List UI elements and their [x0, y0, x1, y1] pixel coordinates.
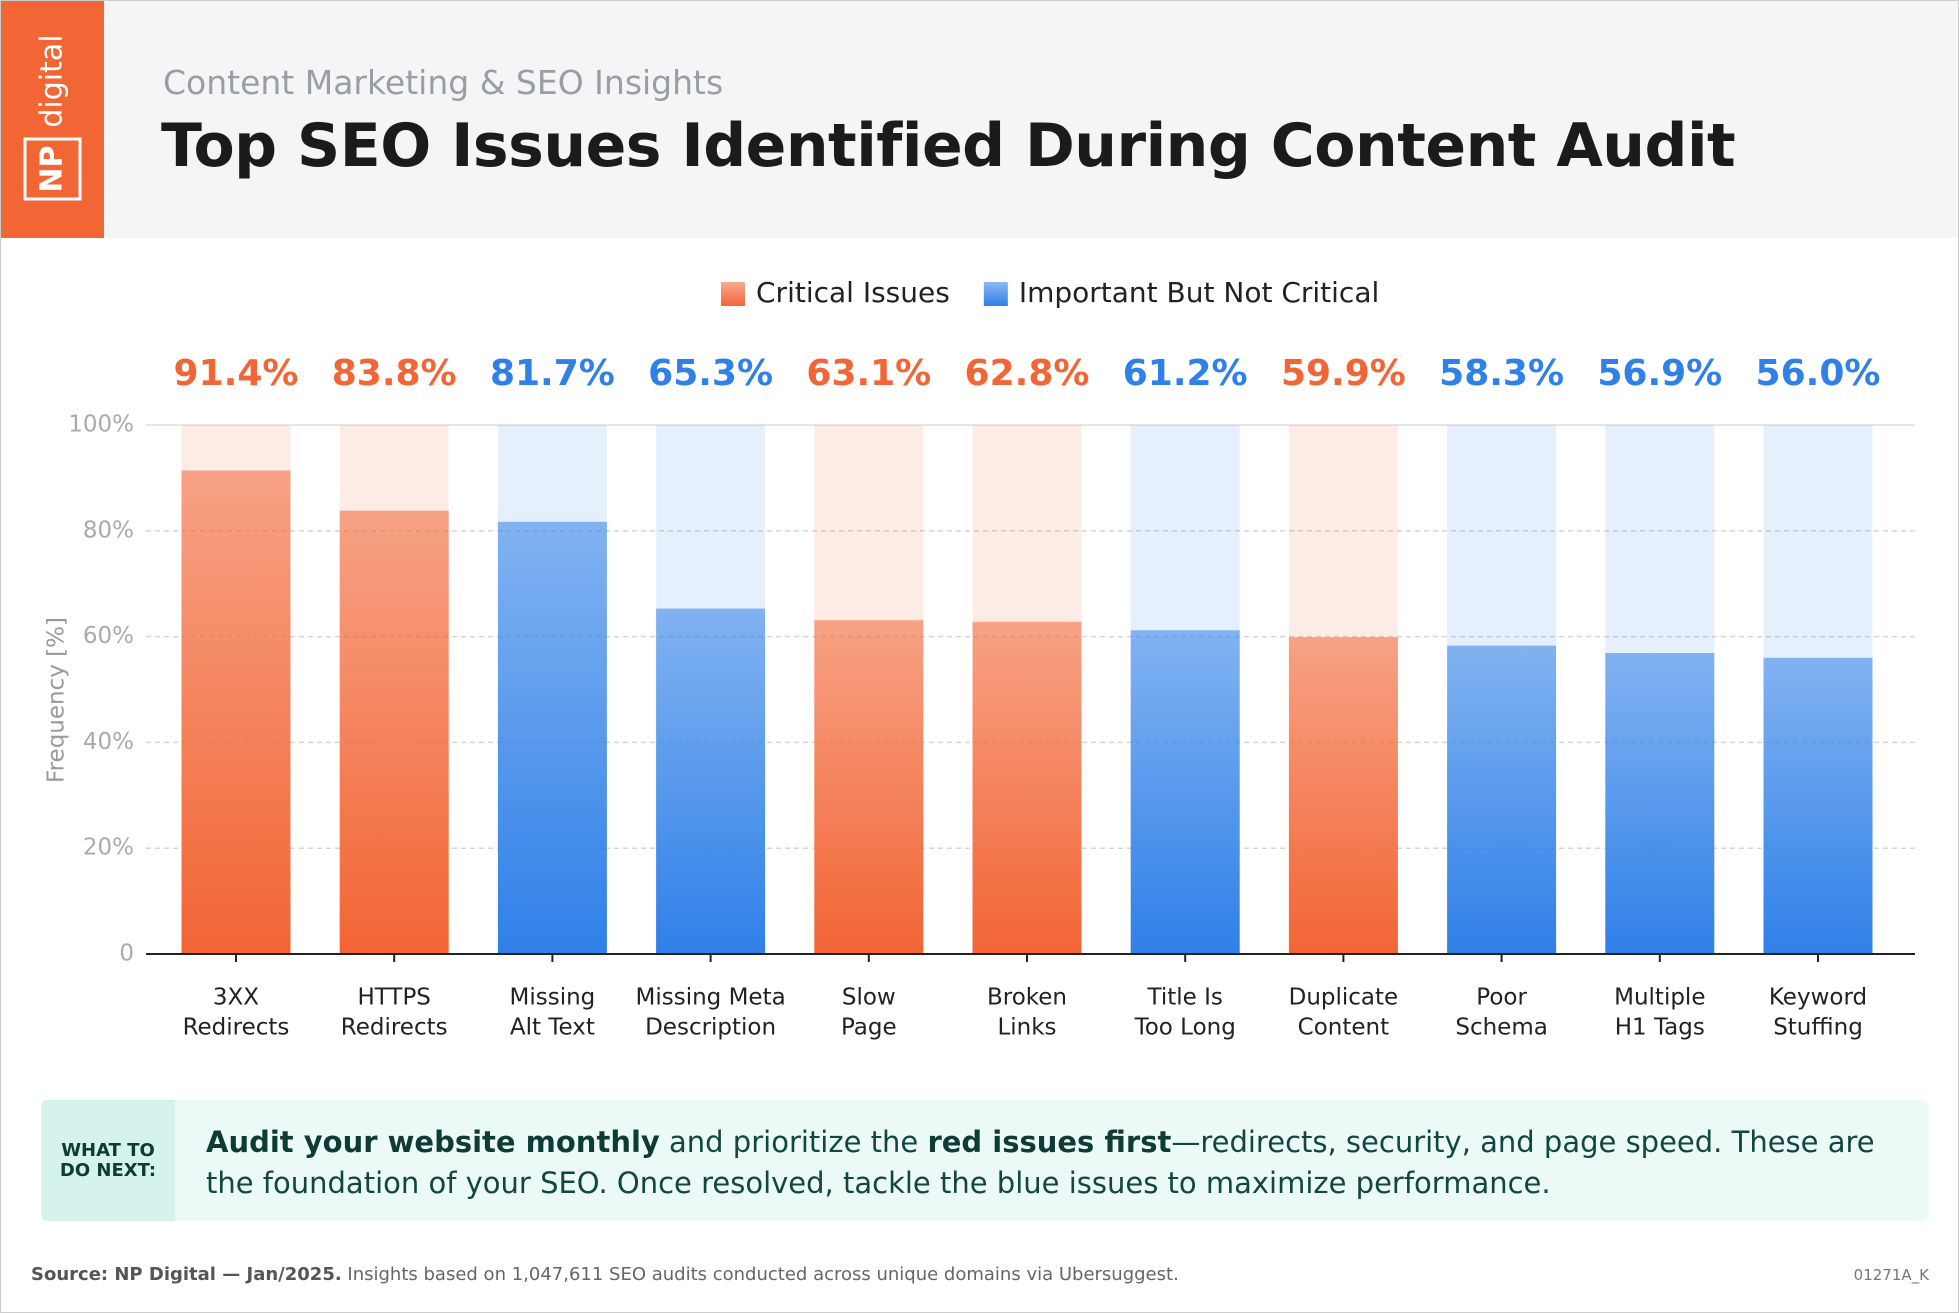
logo-np: NP: [35, 145, 70, 192]
source: Source: NP Digital — Jan/2025. Insights …: [31, 1264, 1179, 1285]
bar: [1288, 637, 1398, 954]
x-tick-label: Alt Text: [510, 1015, 595, 1041]
value-label: 83.8%: [332, 353, 457, 394]
bar: [972, 621, 1082, 954]
logo-box: [23, 137, 82, 201]
bar: [1447, 645, 1557, 954]
legend-swatch: [721, 282, 745, 306]
x-tick-label: Poor: [1476, 985, 1527, 1011]
value-label: 59.9%: [1281, 353, 1406, 394]
bar: [1605, 652, 1715, 954]
value-label: 91.4%: [174, 353, 299, 394]
x-tick-label: Duplicate: [1289, 985, 1399, 1011]
x-tick-label: Too Long: [1134, 1015, 1236, 1041]
logo: NP digital: [1, 1, 104, 238]
chart: Critical Issues Important But Not Critica…: [44, 276, 1915, 1041]
x-tick-label: HTTPS: [357, 985, 430, 1011]
y-tick-label: 20%: [83, 835, 134, 861]
y-tick-label: 0: [119, 941, 134, 967]
value-label: 56.9%: [1597, 353, 1722, 394]
callout-heading: WHAT TO DO NEXT:: [41, 1100, 175, 1221]
callout-text: and prioritize the: [659, 1125, 928, 1159]
x-tick-label: Title Is: [1147, 985, 1223, 1011]
y-tick-label: 60%: [83, 623, 134, 649]
x-tick-label: Content: [1298, 1015, 1389, 1041]
bar: [814, 620, 924, 954]
legend-label: Important But Not Critical: [1019, 276, 1379, 309]
bar: [497, 521, 607, 954]
x-tick-label: Redirects: [183, 1015, 290, 1041]
bar: [181, 470, 291, 954]
bar: [656, 608, 766, 954]
y-tick-label: 100%: [68, 412, 134, 438]
x-tick-label: Page: [841, 1015, 897, 1041]
value-label: 56.0%: [1756, 353, 1881, 394]
callout-text: Audit your website monthly: [206, 1125, 660, 1159]
value-label: 61.2%: [1123, 353, 1248, 394]
x-tick-label: Multiple: [1614, 985, 1705, 1011]
y-axis-label: Frequency [%]: [44, 617, 70, 783]
y-tick-label: 40%: [83, 729, 134, 755]
x-tick-label: Broken: [987, 985, 1067, 1011]
legend-label: Critical Issues: [756, 276, 950, 309]
bar: [339, 510, 449, 954]
x-tick-label: Missing Meta: [636, 985, 786, 1011]
x-tick-label: H1 Tags: [1615, 1015, 1705, 1041]
callout-text: —redirects, security, and page speed. Th…: [206, 1125, 1875, 1200]
title: Top SEO Issues Identified During Content…: [161, 111, 1736, 181]
x-tick-label: Description: [645, 1015, 776, 1041]
callout: WHAT TO DO NEXT: Audit your website mont…: [41, 1100, 1929, 1221]
x-tick-label: 3XX: [213, 985, 259, 1011]
subtitle: Content Marketing & SEO Insights: [163, 63, 724, 102]
x-tick-label: Keyword: [1769, 985, 1867, 1011]
x-tick-label: Slow: [842, 985, 896, 1011]
x-tick-label: Schema: [1455, 1015, 1547, 1041]
value-label: 63.1%: [806, 353, 931, 394]
x-tick-label: Links: [997, 1015, 1056, 1041]
callout-text: red issues first: [927, 1125, 1172, 1159]
value-label: 58.3%: [1439, 353, 1564, 394]
x-tick-label: Redirects: [341, 1015, 448, 1041]
callout-body: Audit your website monthly and prioritiz…: [206, 1122, 1896, 1204]
code: 01271A_K: [1853, 1266, 1929, 1284]
x-tick-label: Stuffing: [1773, 1015, 1863, 1041]
bar: [1763, 657, 1873, 954]
legend-swatch: [983, 282, 1008, 306]
x-tick-label: Missing: [510, 985, 596, 1011]
header: Content Marketing & SEO Insights Top SEO…: [1, 1, 1958, 238]
logo-digital: digital: [35, 34, 70, 127]
source-label: Source: NP Digital — Jan/2025.: [31, 1264, 342, 1285]
value-label: 62.8%: [965, 353, 1090, 394]
value-label: 65.3%: [648, 353, 773, 394]
bar: [1130, 630, 1240, 954]
value-label: 81.7%: [490, 353, 615, 394]
y-tick-label: 80%: [83, 517, 134, 543]
source-note: Insights based on 1,047,611 SEO audits c…: [341, 1264, 1179, 1285]
